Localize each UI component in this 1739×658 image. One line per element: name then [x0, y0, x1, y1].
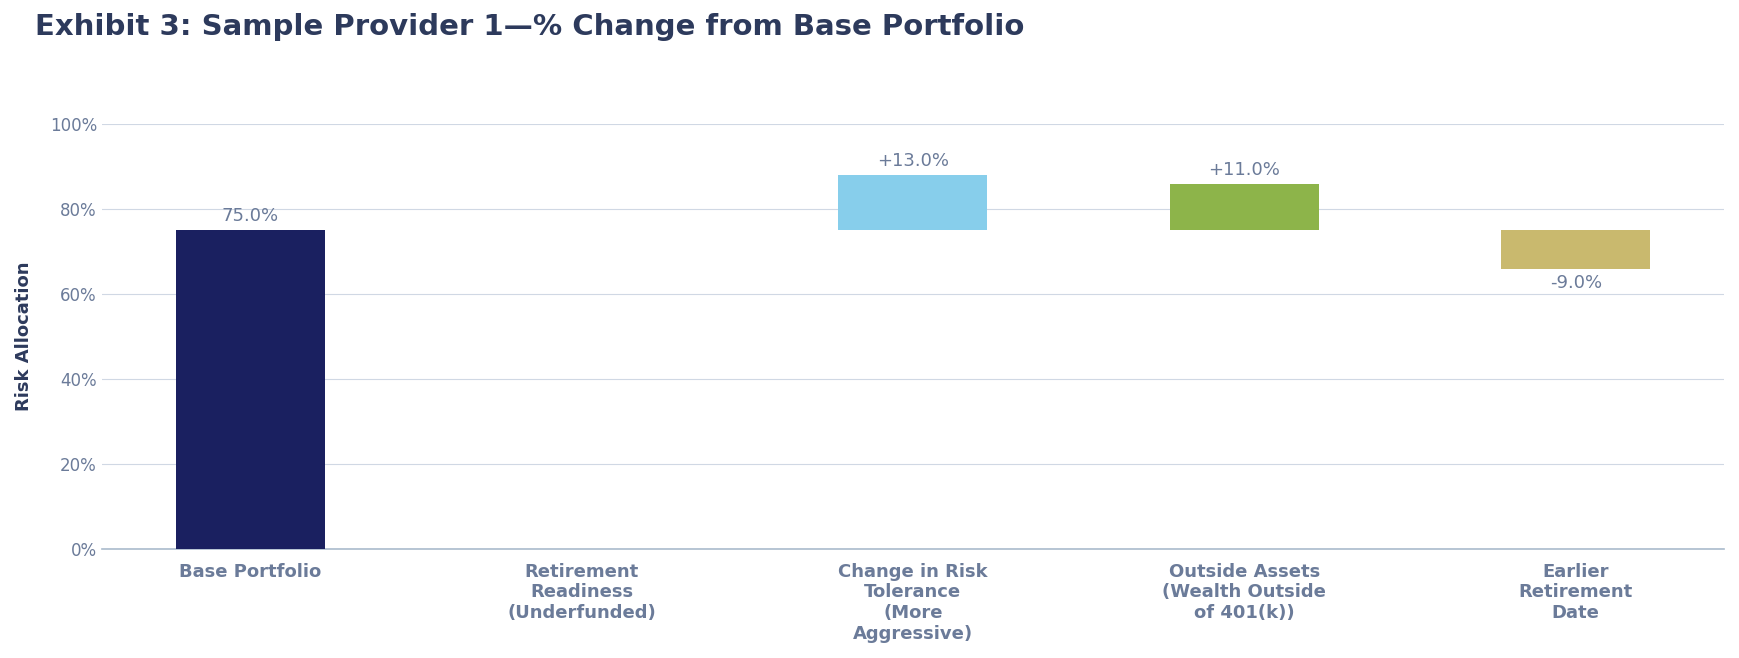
- Bar: [176, 230, 325, 549]
- Bar: [1501, 230, 1650, 268]
- Text: 75.0%: 75.0%: [221, 207, 278, 225]
- Text: +13.0%: +13.0%: [876, 152, 949, 170]
- Bar: [1170, 184, 1318, 230]
- Text: -9.0%: -9.0%: [1549, 274, 1602, 291]
- Text: +11.0%: +11.0%: [1209, 161, 1280, 178]
- Bar: [838, 175, 988, 230]
- Text: Exhibit 3: Sample Provider 1—% Change from Base Portfolio: Exhibit 3: Sample Provider 1—% Change fr…: [35, 13, 1024, 41]
- Y-axis label: Risk Allocation: Risk Allocation: [16, 262, 33, 411]
